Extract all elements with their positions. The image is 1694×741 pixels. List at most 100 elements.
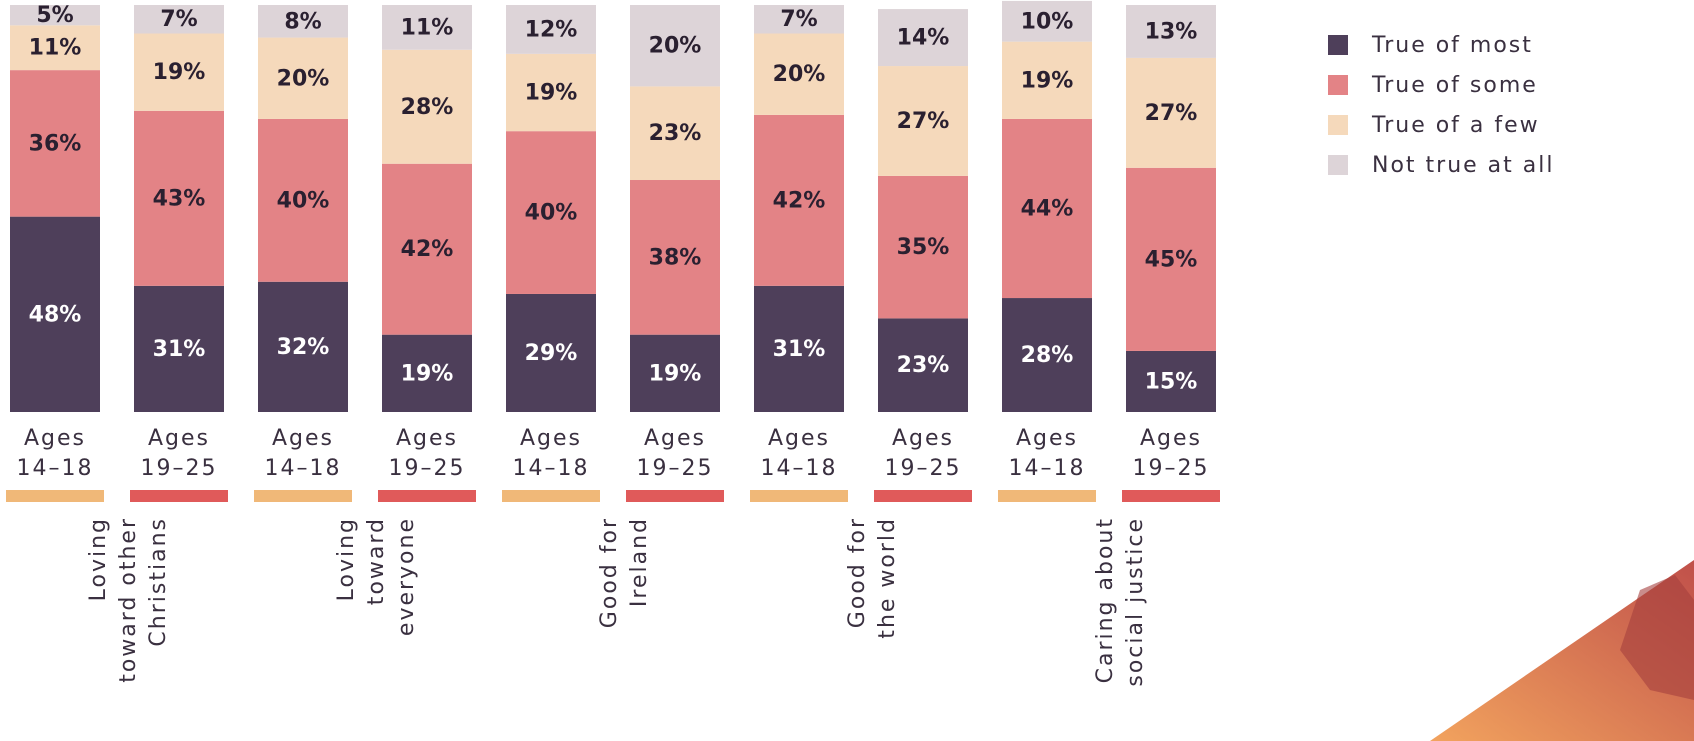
- x-tick-label: Ages 14–18: [760, 426, 838, 481]
- value-label: 35%: [897, 235, 950, 260]
- age-bar: [750, 490, 848, 502]
- value-label: 13%: [1145, 19, 1198, 44]
- bar-segment: [258, 281, 348, 412]
- age-bar: [874, 490, 972, 502]
- value-label: 40%: [277, 188, 330, 213]
- value-label: 38%: [649, 245, 702, 270]
- bar-segment: [630, 180, 720, 335]
- group-label: Loving toward everyone: [334, 517, 419, 637]
- bar-segment: [1126, 167, 1216, 351]
- value-label: 19%: [153, 60, 206, 85]
- bar-segment: [258, 5, 348, 38]
- value-label: 20%: [773, 62, 826, 87]
- value-label: 12%: [525, 17, 578, 42]
- value-label: 36%: [29, 131, 82, 156]
- value-label: 5%: [36, 3, 73, 28]
- bar-segment: [1126, 350, 1216, 412]
- bar-segment: [506, 53, 596, 132]
- legend-swatch: [1328, 75, 1348, 95]
- value-label: 29%: [525, 341, 578, 366]
- age-bar: [254, 490, 352, 502]
- age-bar: [626, 490, 724, 502]
- value-label: 19%: [401, 361, 454, 386]
- bar-segment: [134, 285, 224, 412]
- bar-segment: [630, 5, 720, 87]
- value-label: 8%: [284, 9, 321, 34]
- bar-segment: [134, 33, 224, 111]
- bar-segment: [134, 5, 224, 34]
- x-tick-label: Ages 19–25: [1132, 426, 1210, 481]
- legend-swatch: [1328, 155, 1348, 175]
- value-label: 23%: [649, 121, 702, 146]
- legend-label: True of some: [1371, 73, 1538, 98]
- value-label: 14%: [897, 26, 950, 51]
- bar-segment: [754, 33, 844, 115]
- value-label: 19%: [649, 361, 702, 386]
- value-label: 7%: [780, 7, 817, 32]
- value-label: 27%: [897, 109, 950, 134]
- x-tick-label: Ages 14–18: [1008, 426, 1086, 481]
- bar-segment: [382, 163, 472, 335]
- value-label: 20%: [277, 66, 330, 91]
- age-bar: [1122, 490, 1220, 502]
- age-bar: [6, 490, 104, 502]
- value-label: 28%: [1021, 343, 1074, 368]
- bar-segment: [754, 5, 844, 34]
- x-tick-label: Ages 19–25: [388, 426, 466, 481]
- bar-segment: [630, 334, 720, 412]
- value-label: 45%: [1145, 247, 1198, 272]
- map-shape: [1620, 575, 1694, 700]
- value-label: 10%: [1021, 9, 1074, 34]
- bar-segment: [878, 318, 968, 412]
- bar-segment: [506, 5, 596, 54]
- value-label: 23%: [897, 353, 950, 378]
- group-label: Loving toward other Christians: [86, 517, 171, 683]
- bar-segment: [258, 37, 348, 119]
- age-bar: [502, 490, 600, 502]
- bar-segment: [1002, 41, 1092, 119]
- value-label: 42%: [401, 237, 454, 262]
- value-label: 19%: [1021, 68, 1074, 93]
- group-label: Caring about social justice: [1093, 517, 1148, 687]
- bar-segment: [630, 86, 720, 181]
- value-label: 42%: [773, 188, 826, 213]
- legend-swatch: [1328, 115, 1348, 135]
- value-label: 11%: [401, 15, 454, 40]
- group-label: Good for the world: [845, 517, 900, 639]
- x-tick-label: Ages 14–18: [512, 426, 590, 481]
- x-tick-label: Ages 14–18: [264, 426, 342, 481]
- value-label: 20%: [649, 34, 702, 59]
- age-bar: [998, 490, 1096, 502]
- bar-segment: [1002, 0, 1092, 42]
- bar-segment: [1002, 298, 1092, 412]
- bar-segment: [878, 9, 968, 67]
- x-tick-label: Ages 19–25: [636, 426, 714, 481]
- bar-segment: [878, 66, 968, 176]
- legend-label: True of most: [1371, 33, 1533, 58]
- value-label: 31%: [773, 337, 826, 362]
- bar-segment: [754, 114, 844, 286]
- bar-segment: [10, 216, 100, 412]
- bar-segment: [506, 131, 596, 294]
- bar-segment: [1126, 57, 1216, 168]
- bar-segment: [382, 334, 472, 412]
- x-tick-label: Ages 19–25: [884, 426, 962, 481]
- bar-segment: [134, 110, 224, 286]
- legend-label: True of a few: [1371, 113, 1540, 138]
- bar-segment: [878, 175, 968, 319]
- value-label: 48%: [29, 302, 82, 327]
- legend-label: Not true at all: [1372, 153, 1555, 178]
- value-label: 44%: [1021, 197, 1074, 222]
- bar-segment: [10, 70, 100, 217]
- bar-segment: [382, 49, 472, 164]
- bar-segment: [10, 5, 100, 26]
- value-label: 27%: [1145, 101, 1198, 126]
- bar-segment: [754, 285, 844, 412]
- x-tick-label: Ages 19–25: [140, 426, 218, 481]
- value-label: 43%: [153, 186, 206, 211]
- bar-segment: [10, 25, 100, 71]
- value-label: 40%: [525, 201, 578, 226]
- bar-segment: [1126, 5, 1216, 58]
